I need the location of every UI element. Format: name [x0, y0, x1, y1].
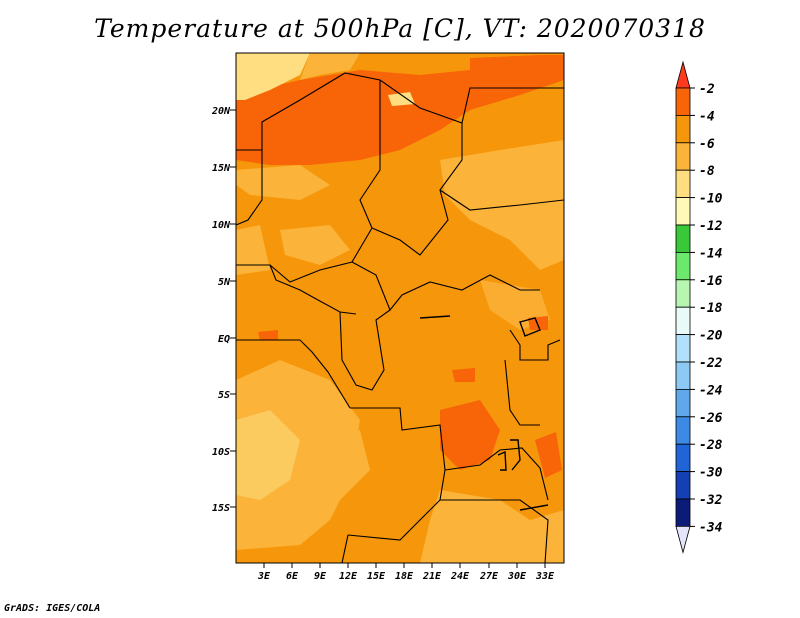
colorbar-label: -26 — [699, 411, 723, 426]
colorbar-label: -10 — [699, 192, 723, 207]
colorbar-label: -16 — [699, 274, 723, 289]
colorbar-swatch — [675, 279, 691, 308]
lat-label: 15N — [212, 163, 231, 174]
lon-label: 12E — [339, 571, 358, 582]
lon-label: 18E — [395, 571, 414, 582]
grads-credit: GrADS: IGES/COLA — [4, 603, 101, 614]
lon-label: 15E — [367, 571, 386, 582]
colorbar-label: -24 — [699, 383, 723, 398]
colorbar-label: -14 — [699, 246, 723, 261]
lon-label: 6E — [286, 571, 299, 582]
map-title: Temperature at 500hPa [C], VT: 202007031… — [94, 14, 706, 43]
colorbar-swatch — [675, 197, 691, 226]
colorbar-swatch — [675, 471, 691, 500]
colorbar-top-arrow — [675, 60, 691, 89]
colorbar: -2 -4 -6 -8 -10 -12 -14 -16 -18 -20 -22 -24 -26 -28 -3… — [675, 60, 723, 554]
lat-label: 15S — [212, 503, 230, 514]
colorbar-label: -8 — [699, 164, 715, 179]
colorbar-swatch — [675, 334, 691, 363]
lon-label: 30E — [507, 571, 527, 582]
colorbar-swatch — [675, 142, 691, 171]
lat-label: 5S — [218, 390, 230, 401]
colorbar-label: -12 — [699, 219, 723, 234]
colorbar-swatch — [675, 388, 691, 418]
lat-label: 20N — [211, 106, 231, 117]
longitude-axis: 3E 6E 9E 12E 15E 18E 21E 24E 27E 30E 33E — [257, 563, 555, 582]
lon-label: 3E — [257, 571, 271, 582]
lon-label: 21E — [422, 571, 442, 582]
lon-label: 27E — [479, 571, 499, 582]
colorbar-swatch — [675, 87, 691, 116]
colorbar-label: -34 — [699, 520, 723, 535]
colorbar-label: -6 — [699, 137, 715, 152]
lat-label: 5N — [218, 277, 231, 288]
colorbar-bottom-arrow — [675, 526, 691, 554]
colorbar-label: -2 — [699, 82, 715, 97]
temperature-map — [236, 53, 564, 563]
colorbar-label: -32 — [699, 493, 723, 508]
lat-label: 10N — [212, 220, 231, 231]
lat-label: EQ — [218, 334, 230, 345]
colorbar-swatch — [675, 306, 691, 336]
colorbar-swatch — [675, 251, 691, 281]
colorbar-label: -20 — [699, 329, 723, 344]
lon-label: 9E — [314, 571, 327, 582]
colorbar-label: -4 — [699, 109, 715, 124]
colorbar-swatch — [675, 224, 691, 253]
colorbar-swatch — [675, 416, 691, 445]
colorbar-label: -18 — [699, 301, 723, 316]
lat-label: 10S — [212, 447, 230, 458]
colorbar-swatch — [675, 115, 691, 144]
map-frame — [235, 52, 565, 564]
colorbar-swatch — [675, 498, 691, 527]
latitude-axis: 20N 15N 10N 5N EQ 5S 10S 15S — [211, 106, 236, 514]
colorbar-swatch — [675, 443, 691, 473]
colorbar-label: -28 — [699, 438, 723, 453]
lon-label: 33E — [535, 571, 555, 582]
lon-label: 24E — [450, 571, 470, 582]
colorbar-swatch — [675, 169, 691, 198]
colorbar-label: -30 — [699, 466, 723, 481]
colorbar-label: -22 — [699, 356, 723, 371]
colorbar-swatch — [675, 361, 691, 390]
